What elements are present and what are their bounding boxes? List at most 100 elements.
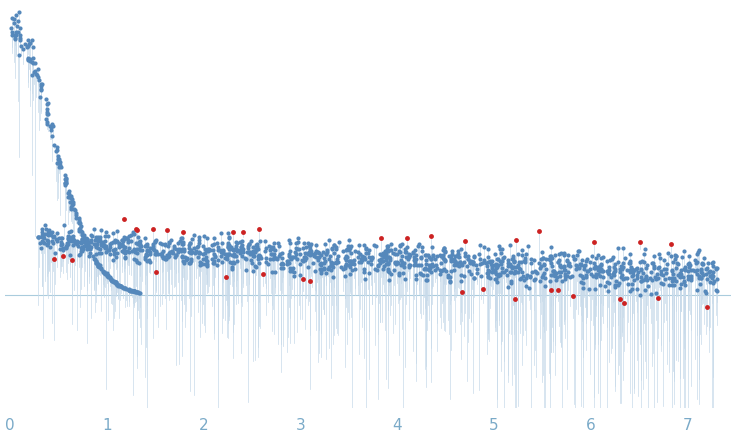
Point [60,179,71,186]
Point [320,251,331,258]
Point [556,278,568,285]
Point [181,256,193,263]
Point [468,252,480,259]
Point [376,252,388,259]
Point [706,259,717,266]
Point [64,194,76,201]
Point [73,225,85,232]
Point [216,239,228,246]
Point [505,280,517,287]
Point [456,261,468,268]
Point [468,253,480,260]
Point [141,241,153,248]
Point [395,257,406,264]
Point [85,244,97,251]
Point [120,235,132,242]
Point [390,260,402,267]
Point [222,230,234,237]
Point [682,268,694,275]
Point [548,268,559,275]
Point [61,241,73,248]
Point [308,253,320,260]
Point [393,272,405,279]
Point [626,281,638,288]
Point [126,247,137,254]
Point [547,271,559,278]
Point [129,288,140,295]
Point [363,246,375,253]
Point [26,71,38,78]
Point [204,247,216,254]
Point [507,252,519,259]
Point [194,259,206,266]
Point [392,259,404,266]
Point [118,248,129,255]
Point [65,196,77,203]
Point [595,267,606,274]
Point [265,251,276,258]
Point [690,259,702,266]
Point [519,257,531,264]
Point [631,271,643,278]
Point [163,250,175,257]
Point [513,259,525,266]
Point [93,264,105,271]
Point [312,250,324,257]
Point [685,275,697,282]
Point [613,279,625,286]
Point [239,255,251,262]
Point [53,158,65,165]
Point [187,236,198,243]
Point [318,260,329,267]
Point [682,272,694,279]
Point [391,258,403,265]
Point [147,243,159,250]
Point [605,274,617,281]
Point [245,257,257,264]
Point [485,260,497,267]
Point [70,209,82,216]
Point [119,250,131,257]
Point [224,246,236,253]
Point [347,258,359,265]
Point [426,260,438,267]
Point [64,237,76,244]
Point [490,265,502,272]
Point [116,236,128,243]
Point [243,241,254,248]
Point [79,236,91,243]
Point [57,244,69,251]
Point [234,250,246,257]
Point [462,256,473,263]
Point [525,256,537,263]
Point [82,244,93,251]
Point [27,55,39,62]
Point [99,232,111,239]
Point [30,70,42,77]
Point [193,234,205,241]
Point [553,256,565,263]
Point [315,266,326,273]
Point [584,266,596,273]
Point [309,254,321,261]
Point [430,262,442,269]
Point [283,253,295,260]
Point [492,261,504,268]
Point [394,242,406,249]
Point [468,274,480,281]
Point [434,271,446,278]
Point [508,264,520,271]
Point [437,244,449,251]
Point [343,236,355,243]
Point [666,281,678,288]
Point [107,277,118,284]
Point [639,286,650,293]
Point [115,242,126,249]
Point [70,211,82,218]
Point [482,258,494,265]
Point [44,244,56,251]
Point [41,101,53,108]
Point [370,243,382,250]
Point [439,256,451,263]
Point [68,236,79,243]
